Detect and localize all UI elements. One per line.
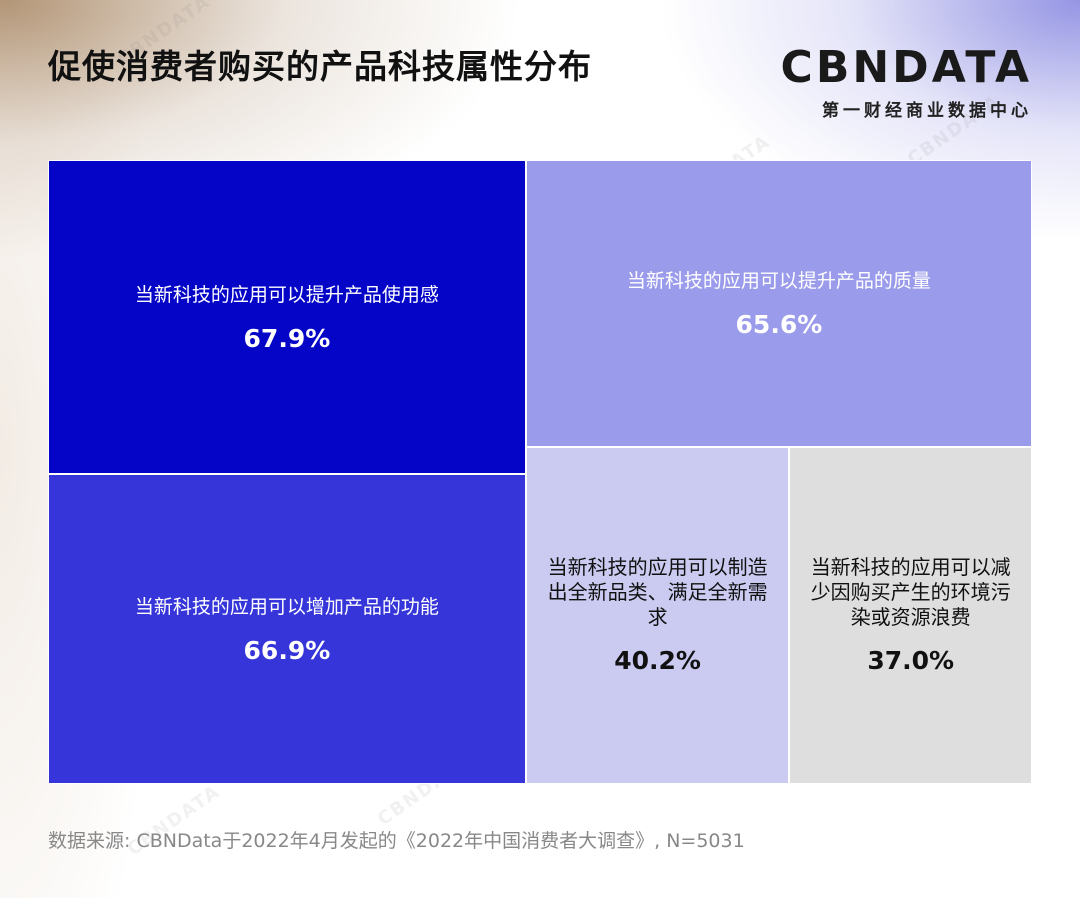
treemap-chart: 当新科技的应用可以提升产品使用感 67.9% 当新科技的应用可以提升产品的质量 …	[48, 160, 1032, 784]
tile-value: 37.0%	[867, 646, 955, 676]
tile-label: 当新科技的应用可以提升产品的质量	[626, 269, 931, 292]
treemap-tile: 当新科技的应用可以制造出全新品类、满足全新需求 40.2%	[525, 446, 790, 784]
tile-value: 67.9%	[243, 323, 331, 353]
tile-value: 40.2%	[614, 646, 701, 676]
treemap-tile: 当新科技的应用可以提升产品使用感 67.9%	[48, 160, 526, 475]
tile-label: 当新科技的应用可以制造出全新品类、满足全新需求	[547, 555, 768, 630]
treemap-tile: 当新科技的应用可以提升产品的质量 65.6%	[525, 160, 1032, 447]
treemap-tile: 当新科技的应用可以减少因购买产生的环境污染或资源浪费 37.0%	[789, 446, 1032, 784]
treemap-tile: 当新科技的应用可以增加产品的功能 66.9%	[48, 474, 526, 784]
tile-label: 当新科技的应用可以减少因购买产生的环境污染或资源浪费	[810, 555, 1011, 630]
tile-label: 当新科技的应用可以增加产品的功能	[134, 595, 439, 618]
logo-wordmark: CBNDATA	[780, 42, 1032, 93]
tile-value: 65.6%	[735, 309, 823, 339]
brand-logo: CBNDATA 第一财经商业数据中心	[780, 42, 1032, 122]
tile-value: 66.9%	[243, 635, 331, 665]
tile-label: 当新科技的应用可以提升产品使用感	[134, 283, 439, 306]
page-title: 促使消费者购买的产品科技属性分布	[48, 47, 592, 86]
data-source-note: 数据来源: CBNData于2022年4月发起的《2022年中国消费者大调查》,…	[48, 830, 745, 852]
logo-subtitle: 第一财经商业数据中心	[822, 101, 1032, 121]
